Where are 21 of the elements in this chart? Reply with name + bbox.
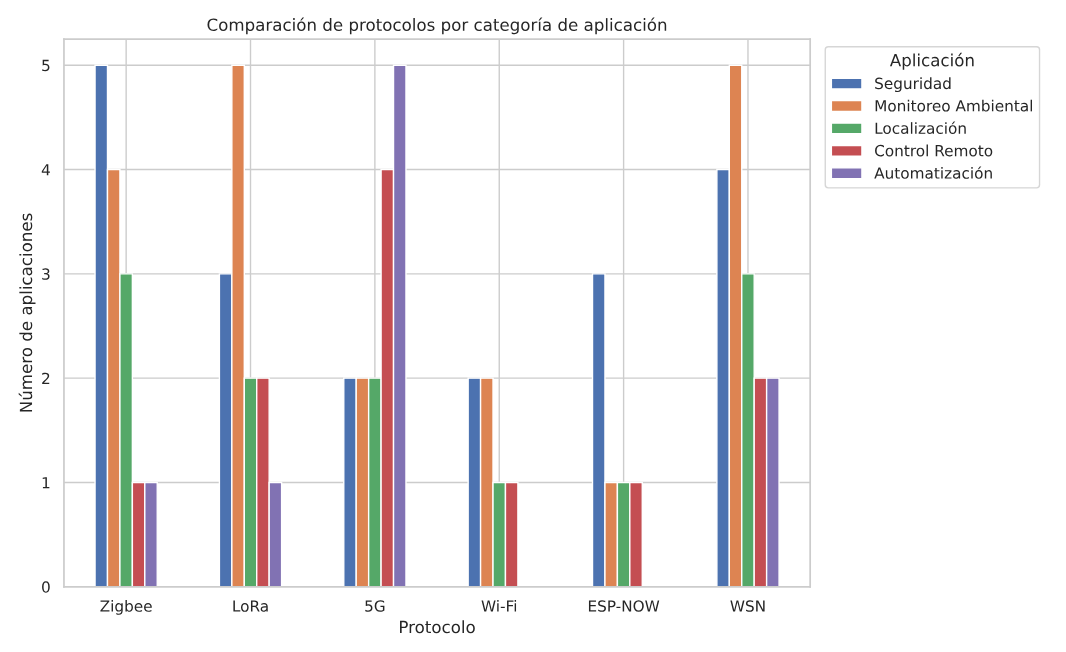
x-tick-label: Zigbee [100,599,152,615]
y-tick-label: 1 [42,477,50,489]
legend-title: Aplicación [889,52,974,70]
y-tick-label: 5 [42,59,50,72]
x-tick-label: Wi-Fi [481,599,517,612]
legend-label: Monitoreo Ambiental [875,99,1033,112]
x-tick-label: ESP-NOW [588,600,660,612]
legend-label: Seguridad [875,77,951,93]
y-tick-label: 4 [41,164,50,176]
y-tick-label: 3 [42,268,50,280]
y-axis-title: Número de aplicaciones [18,213,36,412]
y-tick-label: 0 [42,581,50,593]
x-tick-label: 5G [365,600,385,612]
x-axis-title: Protocolo [400,620,475,634]
legend-label: Automatización [874,166,992,179]
x-tick-label: WSN [730,600,765,612]
legend-label: Localización [875,121,966,134]
x-tick-label: LoRa [233,600,268,612]
chart-title: Comparación de protocolos por categoría de aplicación [207,17,667,35]
y-tick-label: 2 [42,372,50,384]
legend-label: Control Remoto [875,144,993,157]
